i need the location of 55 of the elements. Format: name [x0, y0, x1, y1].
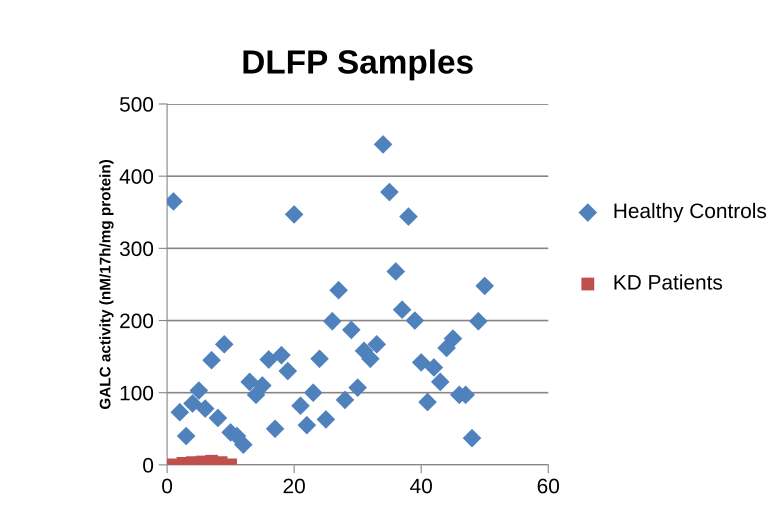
- point: [190, 381, 208, 400]
- legend-label: Healthy Controls: [614, 202, 766, 222]
- point: [462, 428, 482, 448]
- point: [214, 335, 234, 354]
- point: [253, 376, 272, 395]
- point: [176, 426, 196, 446]
- y-tick-label: 200: [120, 314, 154, 328]
- point: [342, 320, 361, 340]
- point: [259, 350, 278, 369]
- point: [336, 390, 354, 410]
- point: [208, 408, 228, 428]
- point: [278, 362, 298, 380]
- point: [392, 300, 412, 320]
- y-tick-label: 500: [120, 97, 154, 112]
- point: [418, 392, 437, 412]
- y-tick-label: 400: [120, 169, 154, 184]
- point: [183, 394, 202, 413]
- point: [430, 372, 450, 392]
- point: [329, 280, 348, 300]
- point: [196, 399, 215, 418]
- point: [348, 378, 367, 397]
- point: [284, 205, 304, 224]
- point: [380, 182, 399, 202]
- chart-title: DLFP Samples: [243, 49, 473, 80]
- point: [234, 435, 253, 454]
- y-tick-label: 0: [143, 458, 154, 473]
- point: [170, 402, 190, 422]
- point: [399, 207, 418, 226]
- point: [291, 396, 310, 416]
- x-tick-label: 60: [538, 478, 560, 494]
- y-axis-title: GALC activity (nM/17h/mg protein): [99, 160, 114, 410]
- x-tick-label: 40: [410, 478, 432, 494]
- legend-label: KD Patients: [614, 274, 722, 290]
- point: [374, 135, 392, 154]
- point: [475, 276, 494, 296]
- point: [316, 410, 336, 429]
- point: [386, 262, 406, 281]
- point: [444, 329, 462, 348]
- point: [240, 372, 259, 392]
- y-tick-label: 300: [120, 241, 154, 256]
- point: [322, 312, 342, 331]
- point: [406, 311, 424, 330]
- point: [367, 335, 386, 354]
- point: [469, 312, 488, 331]
- y-tick-label: 100: [120, 386, 154, 400]
- point: [310, 349, 329, 368]
- point: [272, 346, 291, 364]
- point: [202, 350, 221, 370]
- point: [412, 353, 431, 372]
- point: [424, 358, 444, 377]
- x-tick-label: 0: [162, 478, 172, 494]
- point: [298, 416, 316, 434]
- point: [266, 419, 284, 438]
- point: [304, 383, 323, 402]
- x-tick-label: 20: [284, 478, 305, 494]
